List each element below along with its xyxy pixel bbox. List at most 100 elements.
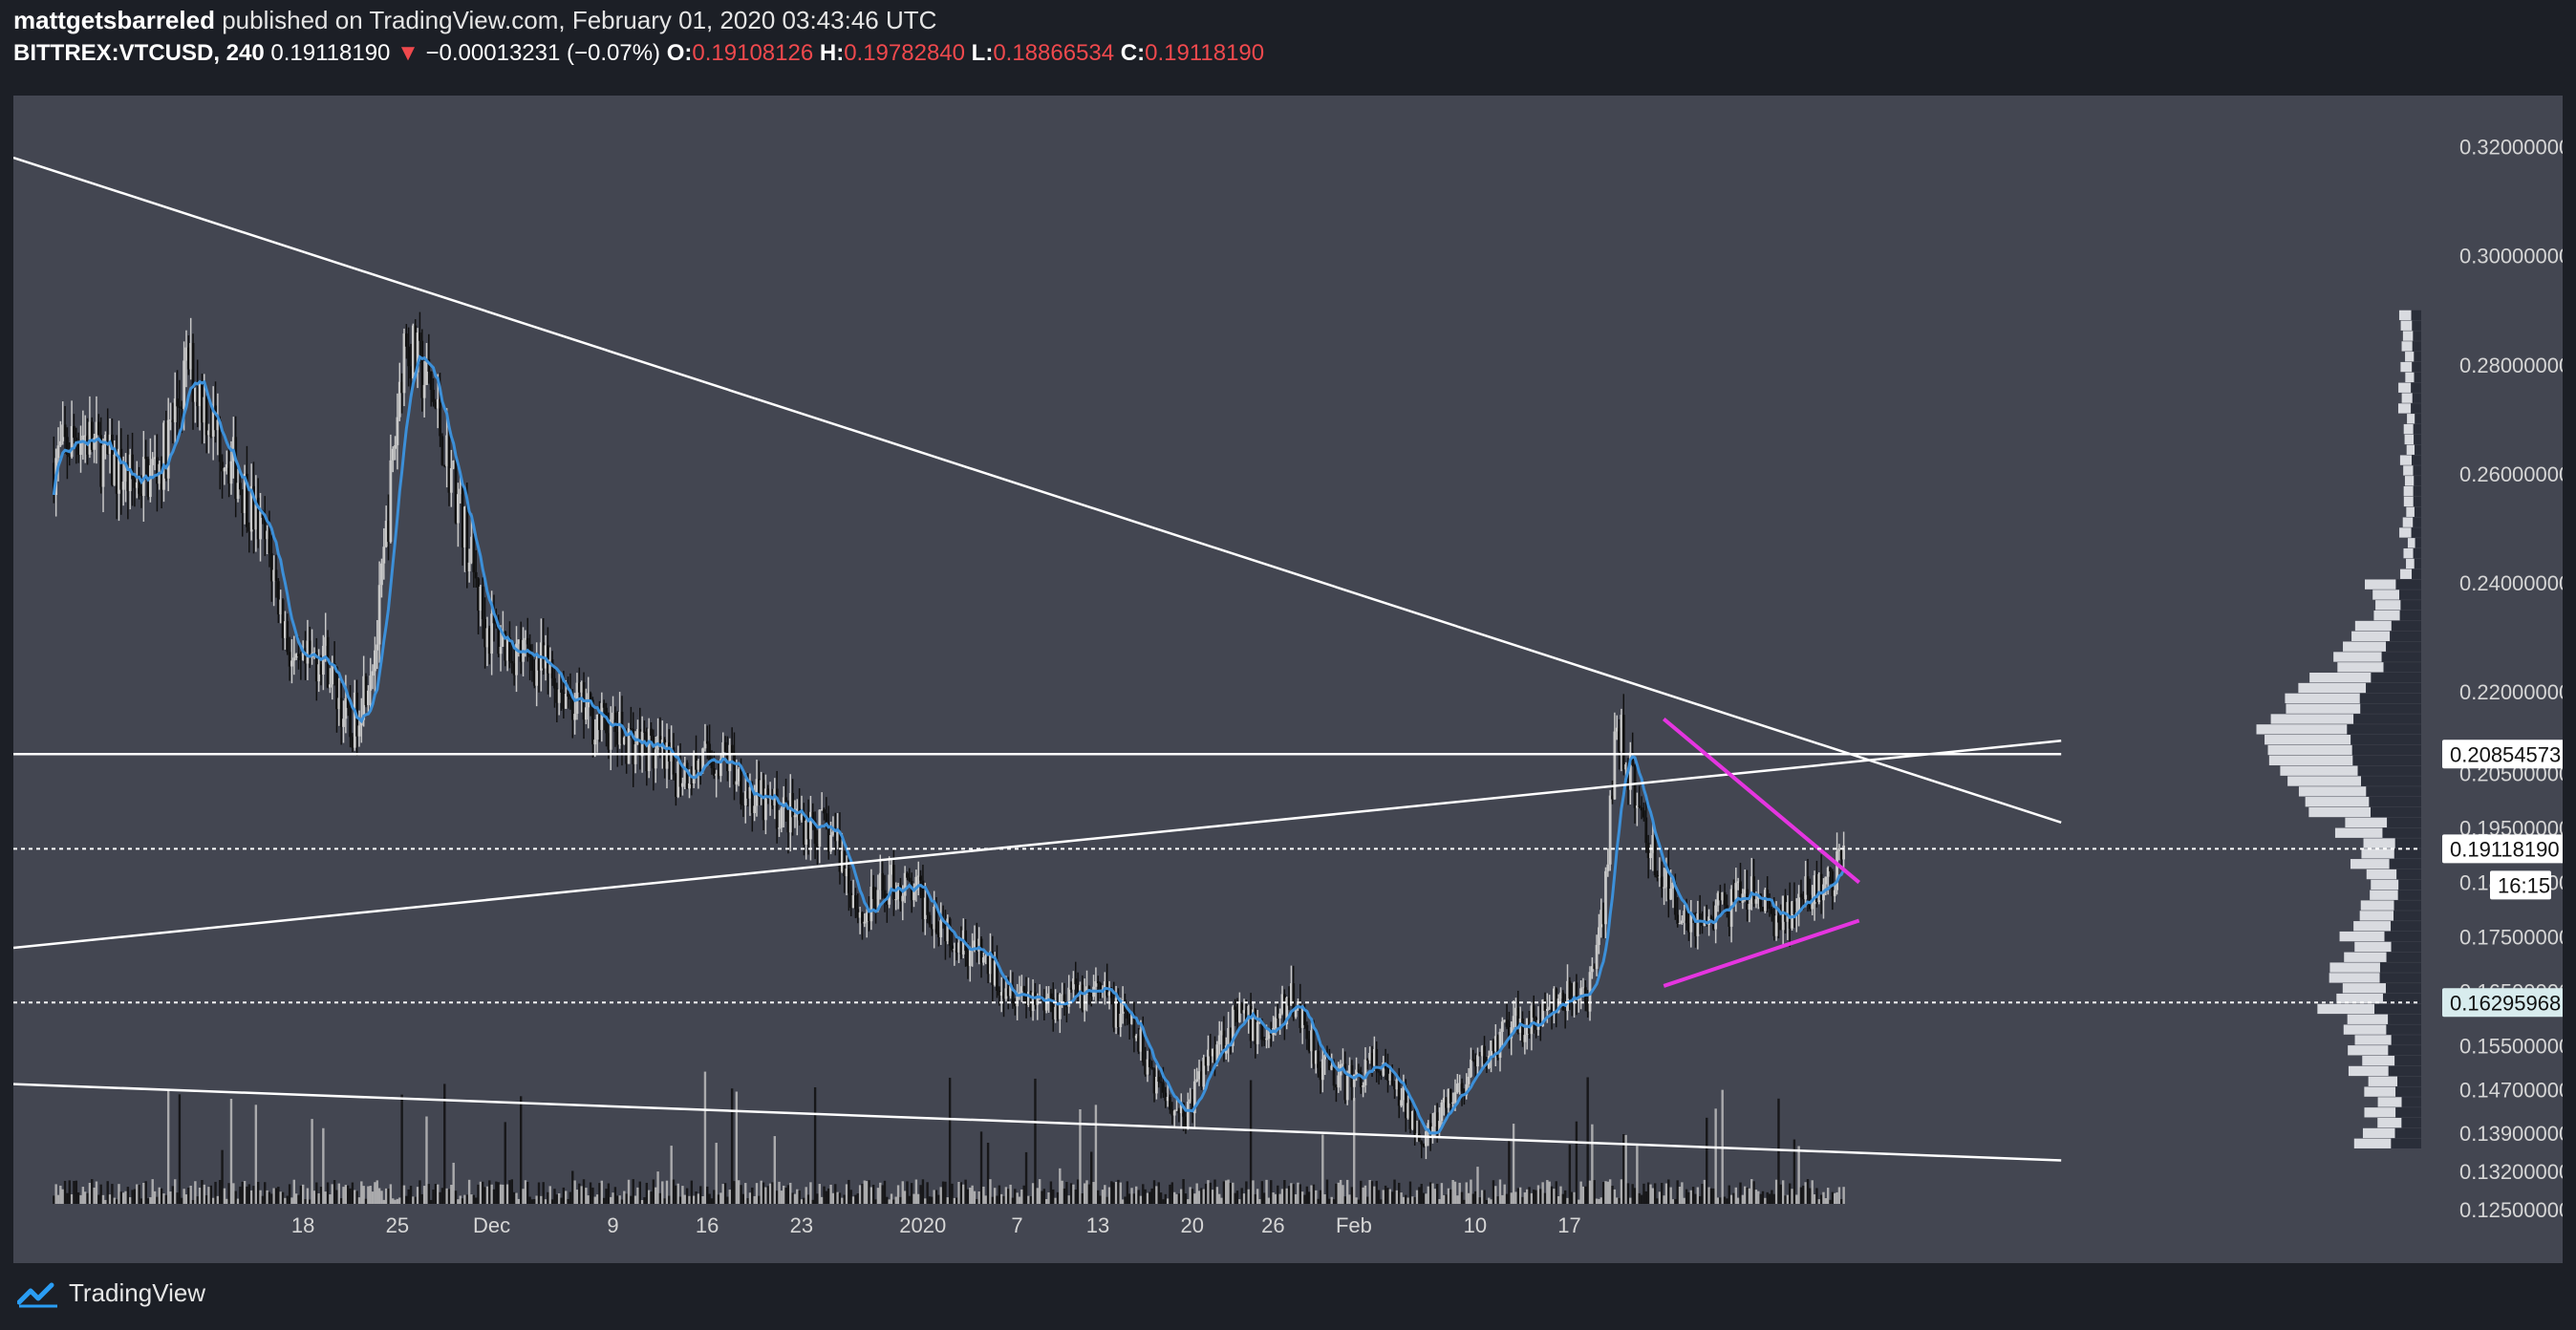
volume-bar xyxy=(910,1183,913,1204)
profile-bar-down xyxy=(2360,703,2421,714)
profile-bar-up xyxy=(2359,911,2394,921)
tradingview-logo[interactable]: TradingView xyxy=(17,1278,205,1308)
volume-bar xyxy=(522,1189,525,1204)
candle-body xyxy=(593,740,597,745)
volume-bar xyxy=(1027,1195,1030,1204)
candle-body xyxy=(391,448,395,461)
volume-bar xyxy=(1456,1195,1459,1204)
candle-body xyxy=(425,358,428,385)
price-axis[interactable]: 0.320000000.300000000.280000000.26000000… xyxy=(2421,96,2570,1263)
volume-bar xyxy=(429,1199,433,1204)
chart-area[interactable]: 0.32000000 0.30000000 0.28000000 0.26000000… xyxy=(12,96,2576,1263)
candle-body xyxy=(227,464,231,484)
volume-bar xyxy=(962,1184,965,1204)
candle-body xyxy=(1278,1013,1282,1019)
profile-bar-down xyxy=(2413,485,2421,497)
profile-bar-down xyxy=(2371,806,2421,818)
candle-body xyxy=(553,677,556,689)
candle-body xyxy=(858,912,862,918)
candle-body xyxy=(68,454,72,458)
volume-bar xyxy=(1373,1186,1376,1204)
candle-body xyxy=(1300,1008,1304,1028)
time-axis[interactable]: 18 25 Dec 9 16 23 2020 7 13 20 26 Feb 10 17 xyxy=(291,1213,1581,1237)
candle-body xyxy=(1471,1059,1475,1061)
profile-bar-down xyxy=(2388,1065,2421,1077)
profile-bar-up xyxy=(2362,1127,2395,1139)
candle-body xyxy=(1763,890,1767,912)
candle-body xyxy=(249,485,253,532)
profile-bar-up xyxy=(2345,817,2388,828)
candle-body xyxy=(247,526,251,532)
candle-body xyxy=(1553,988,1556,1015)
volume-bar xyxy=(281,1191,285,1204)
volume-bar xyxy=(672,1179,676,1204)
candle-body xyxy=(530,656,534,671)
candle-body xyxy=(703,740,707,749)
publish-info: mattgetsbarreled published on TradingVie… xyxy=(13,6,936,35)
volume-bar xyxy=(1004,1187,1008,1204)
candle-body xyxy=(1154,1077,1158,1094)
volume-bar xyxy=(1799,1187,1803,1204)
volume-bar xyxy=(1649,1184,1652,1204)
volume-bar xyxy=(502,1184,504,1204)
profile-bar-down xyxy=(2414,476,2421,486)
volume-bar xyxy=(299,1185,303,1204)
candle-body xyxy=(1428,1123,1432,1138)
candle-body xyxy=(467,562,471,572)
volume-bar xyxy=(991,1196,994,1204)
candle-body xyxy=(1406,1103,1410,1119)
candle-body xyxy=(1144,1062,1148,1075)
volume-bar xyxy=(892,1199,895,1204)
price-tick-label: 0.24000000 xyxy=(2459,571,2563,595)
volume-bar xyxy=(241,1181,244,1204)
volume-bar xyxy=(1278,1193,1281,1204)
candle-body xyxy=(600,702,604,731)
volume-bar xyxy=(1193,1193,1196,1204)
volume-bar xyxy=(286,1195,289,1204)
volume-bar xyxy=(1059,1168,1062,1204)
volume-bar xyxy=(1360,1180,1363,1204)
candle-body xyxy=(1197,1071,1201,1080)
volume-bar xyxy=(400,1094,403,1204)
volume-bar xyxy=(219,1179,222,1204)
volume-bar xyxy=(861,1183,864,1204)
volume-bar xyxy=(216,1195,220,1204)
volume-bar xyxy=(979,1131,983,1204)
candle-body xyxy=(1202,1057,1206,1087)
volume-bar xyxy=(59,1185,62,1204)
volume-bar xyxy=(1595,1198,1599,1204)
volume-bar xyxy=(1490,1199,1492,1204)
candle-body xyxy=(1058,994,1062,1019)
volume-bar xyxy=(1729,1194,1733,1204)
author-name[interactable]: mattgetsbarreled xyxy=(13,6,215,34)
volume-bar xyxy=(99,1184,102,1204)
candle-body xyxy=(782,797,785,808)
volume-bar xyxy=(692,1195,696,1204)
candle-body xyxy=(1532,1005,1535,1019)
volume-bar xyxy=(1492,1180,1495,1204)
candle-body xyxy=(1127,1019,1131,1024)
price-chart-svg[interactable]: 0.320000000.300000000.280000000.26000000… xyxy=(12,96,2576,1263)
volume-bar xyxy=(129,1197,132,1204)
candle-body xyxy=(1779,922,1783,931)
candle-body xyxy=(1620,715,1623,752)
candle-body xyxy=(1345,1075,1349,1101)
candle-body xyxy=(1177,1109,1181,1114)
candle-body xyxy=(806,820,810,840)
trendlines[interactable] xyxy=(12,156,2421,1162)
volume-bar xyxy=(1644,1191,1647,1204)
volume-bar xyxy=(427,1184,431,1204)
volume-bar xyxy=(439,1191,441,1204)
volume-bar xyxy=(959,1182,963,1204)
volume-bar xyxy=(1092,1182,1095,1204)
volume-bar xyxy=(1631,1184,1634,1204)
candle-body xyxy=(439,398,441,437)
volume-bar xyxy=(1676,1180,1679,1204)
candle-body xyxy=(119,448,123,490)
symbol-label[interactable]: BITTREX:VTCUSD, 240 xyxy=(13,40,265,66)
volume-bar xyxy=(1485,1199,1489,1204)
candle-body xyxy=(1678,923,1682,925)
volume-bar xyxy=(1806,1179,1810,1204)
volume-bar xyxy=(1768,1193,1771,1204)
volume-bar xyxy=(1512,1124,1515,1204)
